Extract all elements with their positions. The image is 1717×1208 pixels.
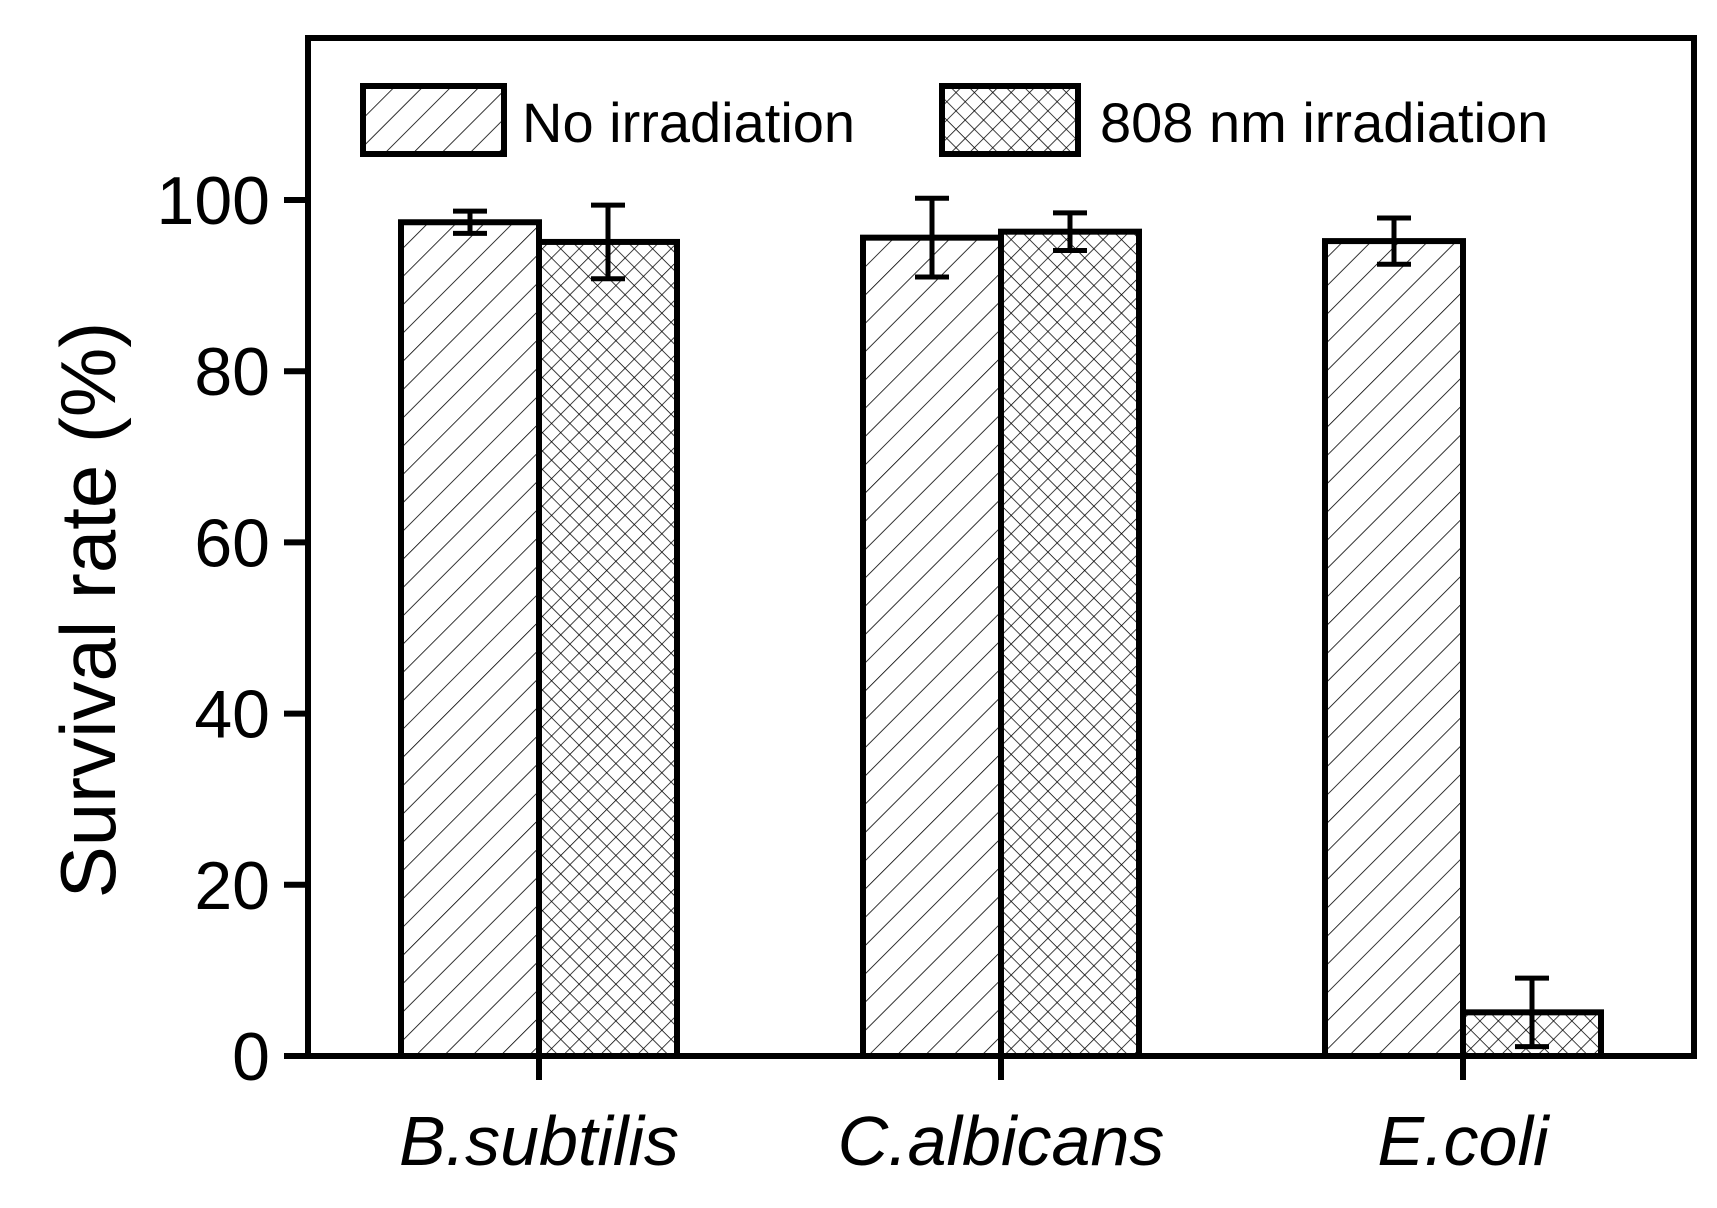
legend: No irradiation 808 nm irradiation	[360, 83, 1548, 157]
y-tick-label: 60	[194, 505, 270, 581]
bar-1-1	[998, 228, 1142, 1059]
y-tick-label: 80	[194, 334, 270, 410]
legend-label-808nm: 808 nm irradiation	[1100, 91, 1548, 154]
bar-0-2	[1322, 238, 1466, 1059]
y-tick-label: 40	[194, 677, 270, 753]
y-tick-label: 20	[194, 848, 270, 924]
bar-0-0	[398, 219, 542, 1060]
bar-0-1	[860, 234, 1004, 1059]
x-tick-label: C.albicans	[838, 1102, 1165, 1180]
x-tick-label: B.subtilis	[399, 1102, 679, 1180]
x-tick-label: E.coli	[1377, 1102, 1551, 1180]
legend-swatch-no-irradiation	[360, 83, 507, 157]
y-axis-label: Survival rate (%)	[44, 322, 132, 898]
y-tick-label: 100	[157, 163, 270, 239]
legend-swatch-808nm	[939, 83, 1081, 157]
bar-1-0	[536, 238, 680, 1060]
y-tick-label: 0	[232, 1019, 270, 1095]
legend-label-no-irradiation: No irradiation	[522, 91, 855, 154]
